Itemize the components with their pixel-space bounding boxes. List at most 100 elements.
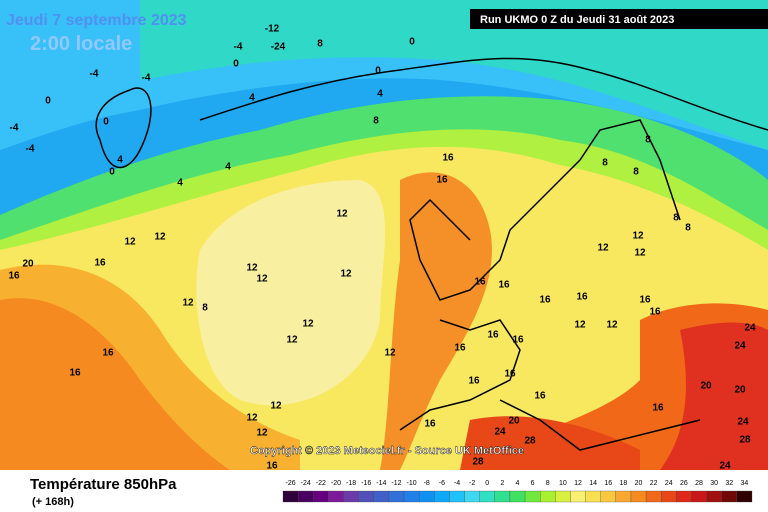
colorbar-label: -24 (301, 480, 311, 487)
contour-label: 16 (539, 295, 551, 306)
contour-label: 24 (494, 427, 506, 438)
colorbar-label: -20 (331, 480, 341, 487)
contour-label: 8 (685, 223, 691, 234)
copyright: Copyright © 2023 Meteociel.fr - Source U… (250, 445, 524, 457)
colorbar-swatch (509, 490, 526, 503)
colorbar-swatch (736, 490, 753, 503)
contour-label: 12 (256, 428, 268, 439)
contour-label: 28 (524, 436, 536, 447)
contour-label: 16 (436, 175, 448, 186)
contour-label: 8 (645, 135, 651, 146)
contour-label: 12 (286, 335, 298, 346)
colorbar-label: 0 (485, 480, 489, 487)
contour-label: 12 (246, 413, 258, 424)
contour-label: 12 (574, 320, 586, 331)
colorbar-label: -12 (391, 480, 401, 487)
contour-label: 20 (22, 259, 34, 270)
contour-label: 20 (700, 381, 712, 392)
colorbar-label: -22 (316, 480, 326, 487)
colorbar-swatch (600, 490, 616, 503)
colorbar-swatch (570, 490, 586, 503)
contour-label: 0 (233, 59, 239, 70)
contour-label: 16 (424, 419, 436, 430)
contour-label: 16 (498, 280, 510, 291)
colorbar-swatch (358, 490, 374, 503)
contour-label: 4 (225, 162, 231, 173)
colorbar-swatch (313, 490, 329, 503)
contour-label: 12 (302, 319, 314, 330)
contour-label: 8 (673, 213, 679, 224)
colorbar-swatch (297, 490, 314, 503)
contour-label: 16 (468, 376, 480, 387)
contour-label: 16 (504, 369, 516, 380)
contour-label: -4 (10, 123, 19, 134)
contour-label: 12 (270, 401, 282, 412)
contour-label: 8 (373, 116, 379, 127)
contour-label: 0 (409, 37, 415, 48)
colorbar-label: -8 (424, 480, 430, 487)
colorbar-label: -14 (376, 480, 386, 487)
colorbar-label: 26 (680, 480, 688, 487)
contour-label: -4 (90, 69, 99, 80)
colorbar-swatch (479, 490, 495, 503)
colorbar-swatch (282, 490, 299, 503)
colorbar-label: -10 (407, 480, 417, 487)
colorbar-label: 28 (695, 480, 703, 487)
colorbar-label: 4 (516, 480, 520, 487)
contour-label: 20 (734, 385, 746, 396)
contour-label: 8 (317, 39, 323, 50)
footer-title: Température 850hPa (30, 476, 177, 493)
contour-label: 4 (377, 89, 383, 100)
colorbar-label: 18 (620, 480, 628, 487)
contour-label: 24 (737, 417, 749, 428)
contour-label: 16 (474, 277, 486, 288)
contour-label: 24 (734, 341, 746, 352)
colorbar-swatch (449, 490, 465, 503)
contour-label: 12 (154, 232, 166, 243)
contour-label: 12 (634, 248, 646, 259)
colorbar-swatch (388, 490, 405, 503)
contour-label: 16 (94, 258, 106, 269)
colorbar-swatch (373, 490, 390, 503)
contour-label: -4 (26, 144, 35, 155)
colorbar-label: 34 (741, 480, 749, 487)
contour-label: 16 (102, 348, 114, 359)
contour-label: 12 (384, 348, 396, 359)
colorbar-swatch (630, 490, 647, 503)
contour-label: -12 (265, 24, 280, 35)
contour-label: 16 (266, 461, 278, 472)
contour-label: 8 (633, 167, 639, 178)
colorbar-label: -4 (454, 480, 460, 487)
colorbar-swatch (540, 490, 556, 503)
colorbar: -26 -24 -22 -20 -18 -16 -14 -12 -10 -8 -6 -4 -2 0 2 4 6 8… (282, 480, 753, 503)
contour-label: 20 (508, 416, 520, 427)
contour-label: 24 (744, 323, 756, 334)
run-info: Run UKMO 0 Z du Jeudi 31 août 2023 (480, 14, 674, 26)
contour-label: -4 (142, 73, 151, 84)
colorbar-swatch (464, 490, 480, 503)
contour-label: 4 (177, 178, 183, 189)
contour-label: 12 (256, 274, 268, 285)
colorbar-label: 24 (665, 480, 673, 487)
colorbar-swatch (721, 490, 738, 503)
colorbar-label: -6 (439, 480, 445, 487)
colorbar-swatch (706, 490, 722, 503)
contour-label: 16 (649, 307, 661, 318)
colorbar-label: 14 (589, 480, 597, 487)
colorbar-label: 30 (710, 480, 718, 487)
contour-label: 12 (606, 320, 618, 331)
contour-label: 12 (246, 263, 258, 274)
contour-label: 12 (632, 231, 644, 242)
contour-label: 12 (182, 298, 194, 309)
contour-label: 28 (472, 457, 484, 468)
colorbar-swatch (494, 490, 511, 503)
contour-label: 0 (375, 66, 381, 77)
colorbar-label: -26 (286, 480, 296, 487)
contour-label: 16 (512, 335, 524, 346)
colorbar-swatch (419, 490, 435, 503)
contour-label: 8 (202, 303, 208, 314)
contour-label: 16 (487, 330, 499, 341)
contour-label: 16 (8, 271, 20, 282)
